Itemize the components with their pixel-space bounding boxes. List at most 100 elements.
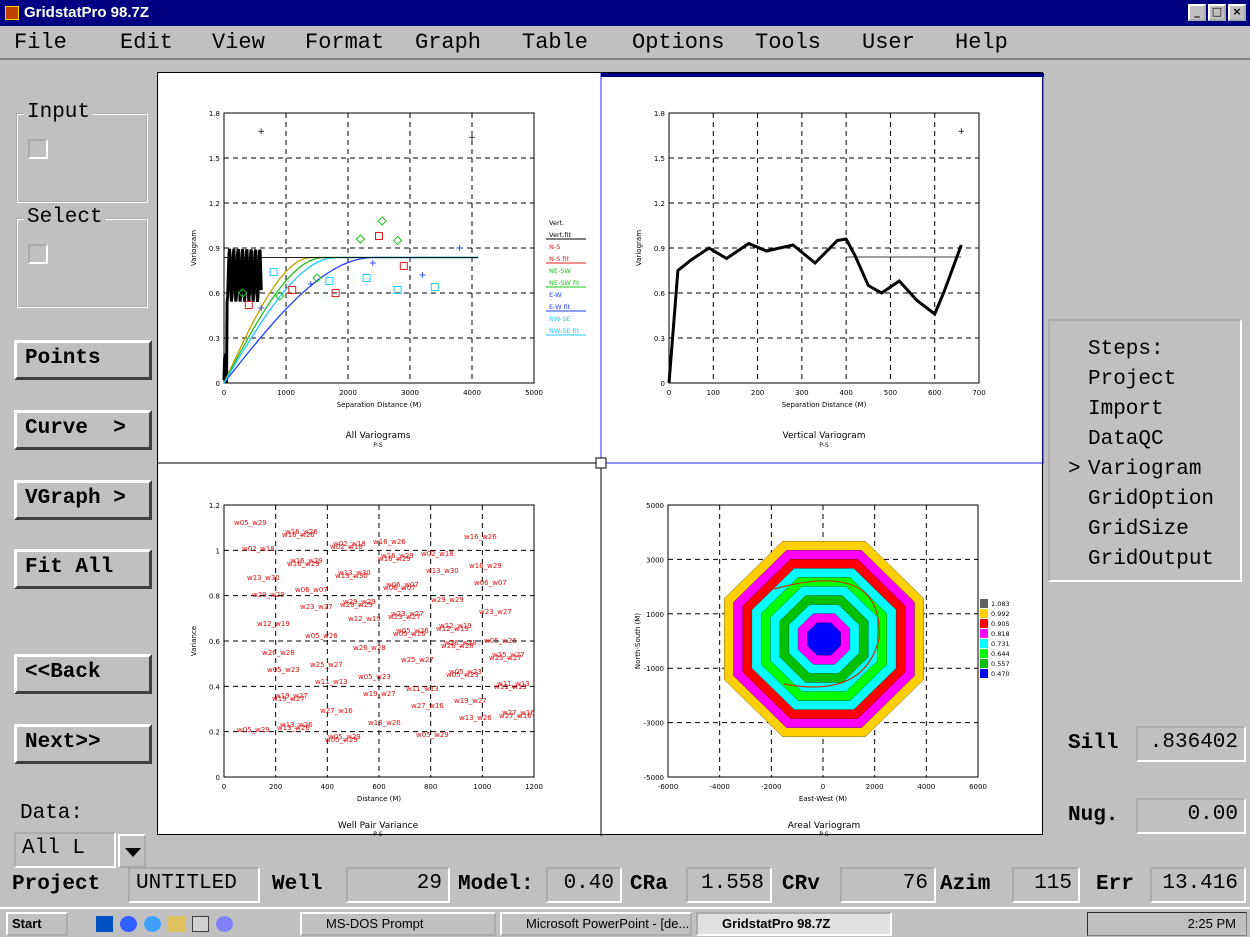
g4-legend-swatch	[980, 619, 988, 628]
data-dropdown-button[interactable]	[118, 834, 146, 868]
g2-ytick: 1.5	[654, 155, 665, 163]
g2-title: Vertical Variogram	[783, 431, 866, 441]
sill-label: Sill	[1068, 732, 1119, 755]
menu-edit[interactable]: Edit	[120, 30, 173, 55]
g1-legend-label: NW-SE fit	[549, 327, 580, 335]
g3-xtick: 400	[321, 783, 334, 791]
g3-pair-label: w13_w26	[459, 714, 492, 722]
g1-point-nesw	[392, 235, 403, 246]
project-field[interactable]: UNTITLED	[128, 867, 260, 903]
g3-pair-label: w12_w19	[436, 625, 469, 633]
current-step-marker: >	[1068, 458, 1081, 481]
g4-legend-swatch	[980, 669, 988, 678]
select-checkbox[interactable]	[28, 244, 48, 264]
taskbar-msdos[interactable]: MS-DOS Prompt	[300, 912, 496, 936]
g4-legend-swatch	[980, 649, 988, 658]
g4-xtick: -4000	[709, 783, 729, 791]
g2-xtick: 0	[667, 389, 671, 397]
err-field[interactable]: 13.416	[1150, 867, 1246, 903]
step-import[interactable]: Import	[1088, 398, 1164, 421]
g4-ytick: 5000	[646, 502, 664, 510]
g4-xlabel: East-West (M)	[799, 795, 848, 803]
g3-pair-label: w23_w27	[300, 603, 333, 611]
g4-ytick: -5000	[644, 774, 664, 782]
next-button[interactable]: Next>>	[14, 724, 152, 764]
menu-options[interactable]: Options	[632, 30, 725, 55]
g3-pair-label: w19_w27	[275, 692, 308, 700]
g1-legend-label: N-S	[549, 243, 560, 251]
g1-point: +	[257, 127, 265, 137]
g3-pair-label: w16_w26	[373, 538, 406, 546]
menu-format[interactable]: Format	[305, 30, 385, 55]
g4-xtick: 4000	[917, 783, 935, 791]
browser-icon[interactable]	[120, 916, 137, 932]
minimize-button[interactable]: _	[1188, 4, 1206, 21]
start-label: Start	[12, 916, 42, 931]
fit-all-button[interactable]: Fit All	[14, 549, 152, 589]
explorer-icon[interactable]	[168, 916, 185, 932]
g1-xtick: 5000	[525, 389, 543, 397]
g3-pair-label: w29_w29	[431, 596, 464, 604]
g3-xtick: 1200	[525, 783, 543, 791]
azim-field[interactable]: 115	[1012, 867, 1080, 903]
menu-tools[interactable]: Tools	[755, 30, 822, 55]
g4-legend-label: 0.818	[991, 630, 1010, 638]
system-tray: 2:25 PM	[1087, 912, 1247, 936]
g3-pair-label: w25_w27	[310, 661, 343, 669]
g1-subtitle: P-S	[373, 442, 383, 449]
menu-table[interactable]: Table	[522, 30, 589, 55]
menu-file[interactable]: File	[14, 30, 67, 55]
step-gridoption[interactable]: GridOption	[1088, 488, 1215, 511]
back-button[interactable]: <<Back	[14, 654, 152, 694]
sill-field[interactable]: .836402	[1136, 726, 1246, 762]
desktop-icon[interactable]	[96, 916, 113, 932]
g1-point-ns	[399, 262, 408, 270]
data-select[interactable]: All L	[14, 832, 116, 868]
nug-field[interactable]: 0.00	[1136, 798, 1246, 834]
close-button[interactable]: ×	[1228, 4, 1246, 21]
well-field[interactable]: 29	[346, 867, 450, 903]
menu-user[interactable]: User	[862, 30, 915, 55]
menu-view[interactable]: View	[212, 30, 265, 55]
g3-pair-label: w11_w13	[494, 683, 527, 691]
g2-ytick: 0.3	[654, 335, 665, 343]
cra-field[interactable]: 1.558	[686, 867, 772, 903]
start-button[interactable]: Start	[6, 912, 68, 936]
taskbar-powerpoint[interactable]: Microsoft PowerPoint - [de...	[500, 912, 692, 936]
g3-pair-label: w06_w07	[386, 581, 419, 589]
points-button[interactable]: Points	[14, 340, 152, 380]
g3-xtick: 1000	[473, 783, 491, 791]
g1-ytick: 0.6	[209, 290, 221, 298]
menu-graph[interactable]: Graph	[415, 30, 482, 55]
step-gridoutput[interactable]: GridOutput	[1088, 548, 1215, 571]
maximize-button[interactable]: □	[1208, 4, 1226, 21]
step-dataqc[interactable]: DataQC	[1088, 428, 1164, 451]
step-gridsize[interactable]: GridSize	[1088, 518, 1189, 541]
g3-pair-label: w06_w07	[383, 584, 416, 592]
g3-pair-label: w13_w30	[247, 574, 280, 582]
menu-help[interactable]: Help	[955, 30, 1008, 55]
title-bar: GridstatPro 98.7Z _ □ ×	[0, 0, 1250, 26]
crv-field[interactable]: 76	[840, 867, 936, 903]
window-title: GridstatPro 98.7Z	[24, 4, 150, 21]
step-variogram[interactable]: > Variogram	[1064, 455, 1240, 485]
vgraph-button[interactable]: VGraph >	[14, 480, 152, 520]
channel-icon[interactable]	[216, 916, 233, 932]
g1-xtick: 1000	[277, 389, 295, 397]
ie-icon[interactable]	[144, 916, 161, 932]
checklist-icon[interactable]	[192, 916, 209, 932]
curve-button[interactable]: Curve >	[14, 410, 152, 450]
g3-pair-label: w11_w13	[497, 680, 530, 688]
g1-point-nesw	[377, 216, 387, 226]
g1-xtick: 0	[222, 389, 226, 397]
g3-pair-label: w19_w27	[454, 697, 487, 705]
g1-point: +	[468, 133, 476, 143]
step-project[interactable]: Project	[1088, 368, 1177, 391]
well-label: Well	[272, 873, 323, 896]
model-field[interactable]: 0.40	[546, 867, 622, 903]
g3-pair-label: w26_w28	[441, 642, 474, 650]
input-checkbox[interactable]	[28, 139, 48, 159]
input-label: Input	[24, 101, 94, 124]
taskbar-gridstat[interactable]: GridstatPro 98.7Z	[696, 912, 892, 936]
g3-pair-label: w16_w26	[285, 528, 318, 536]
